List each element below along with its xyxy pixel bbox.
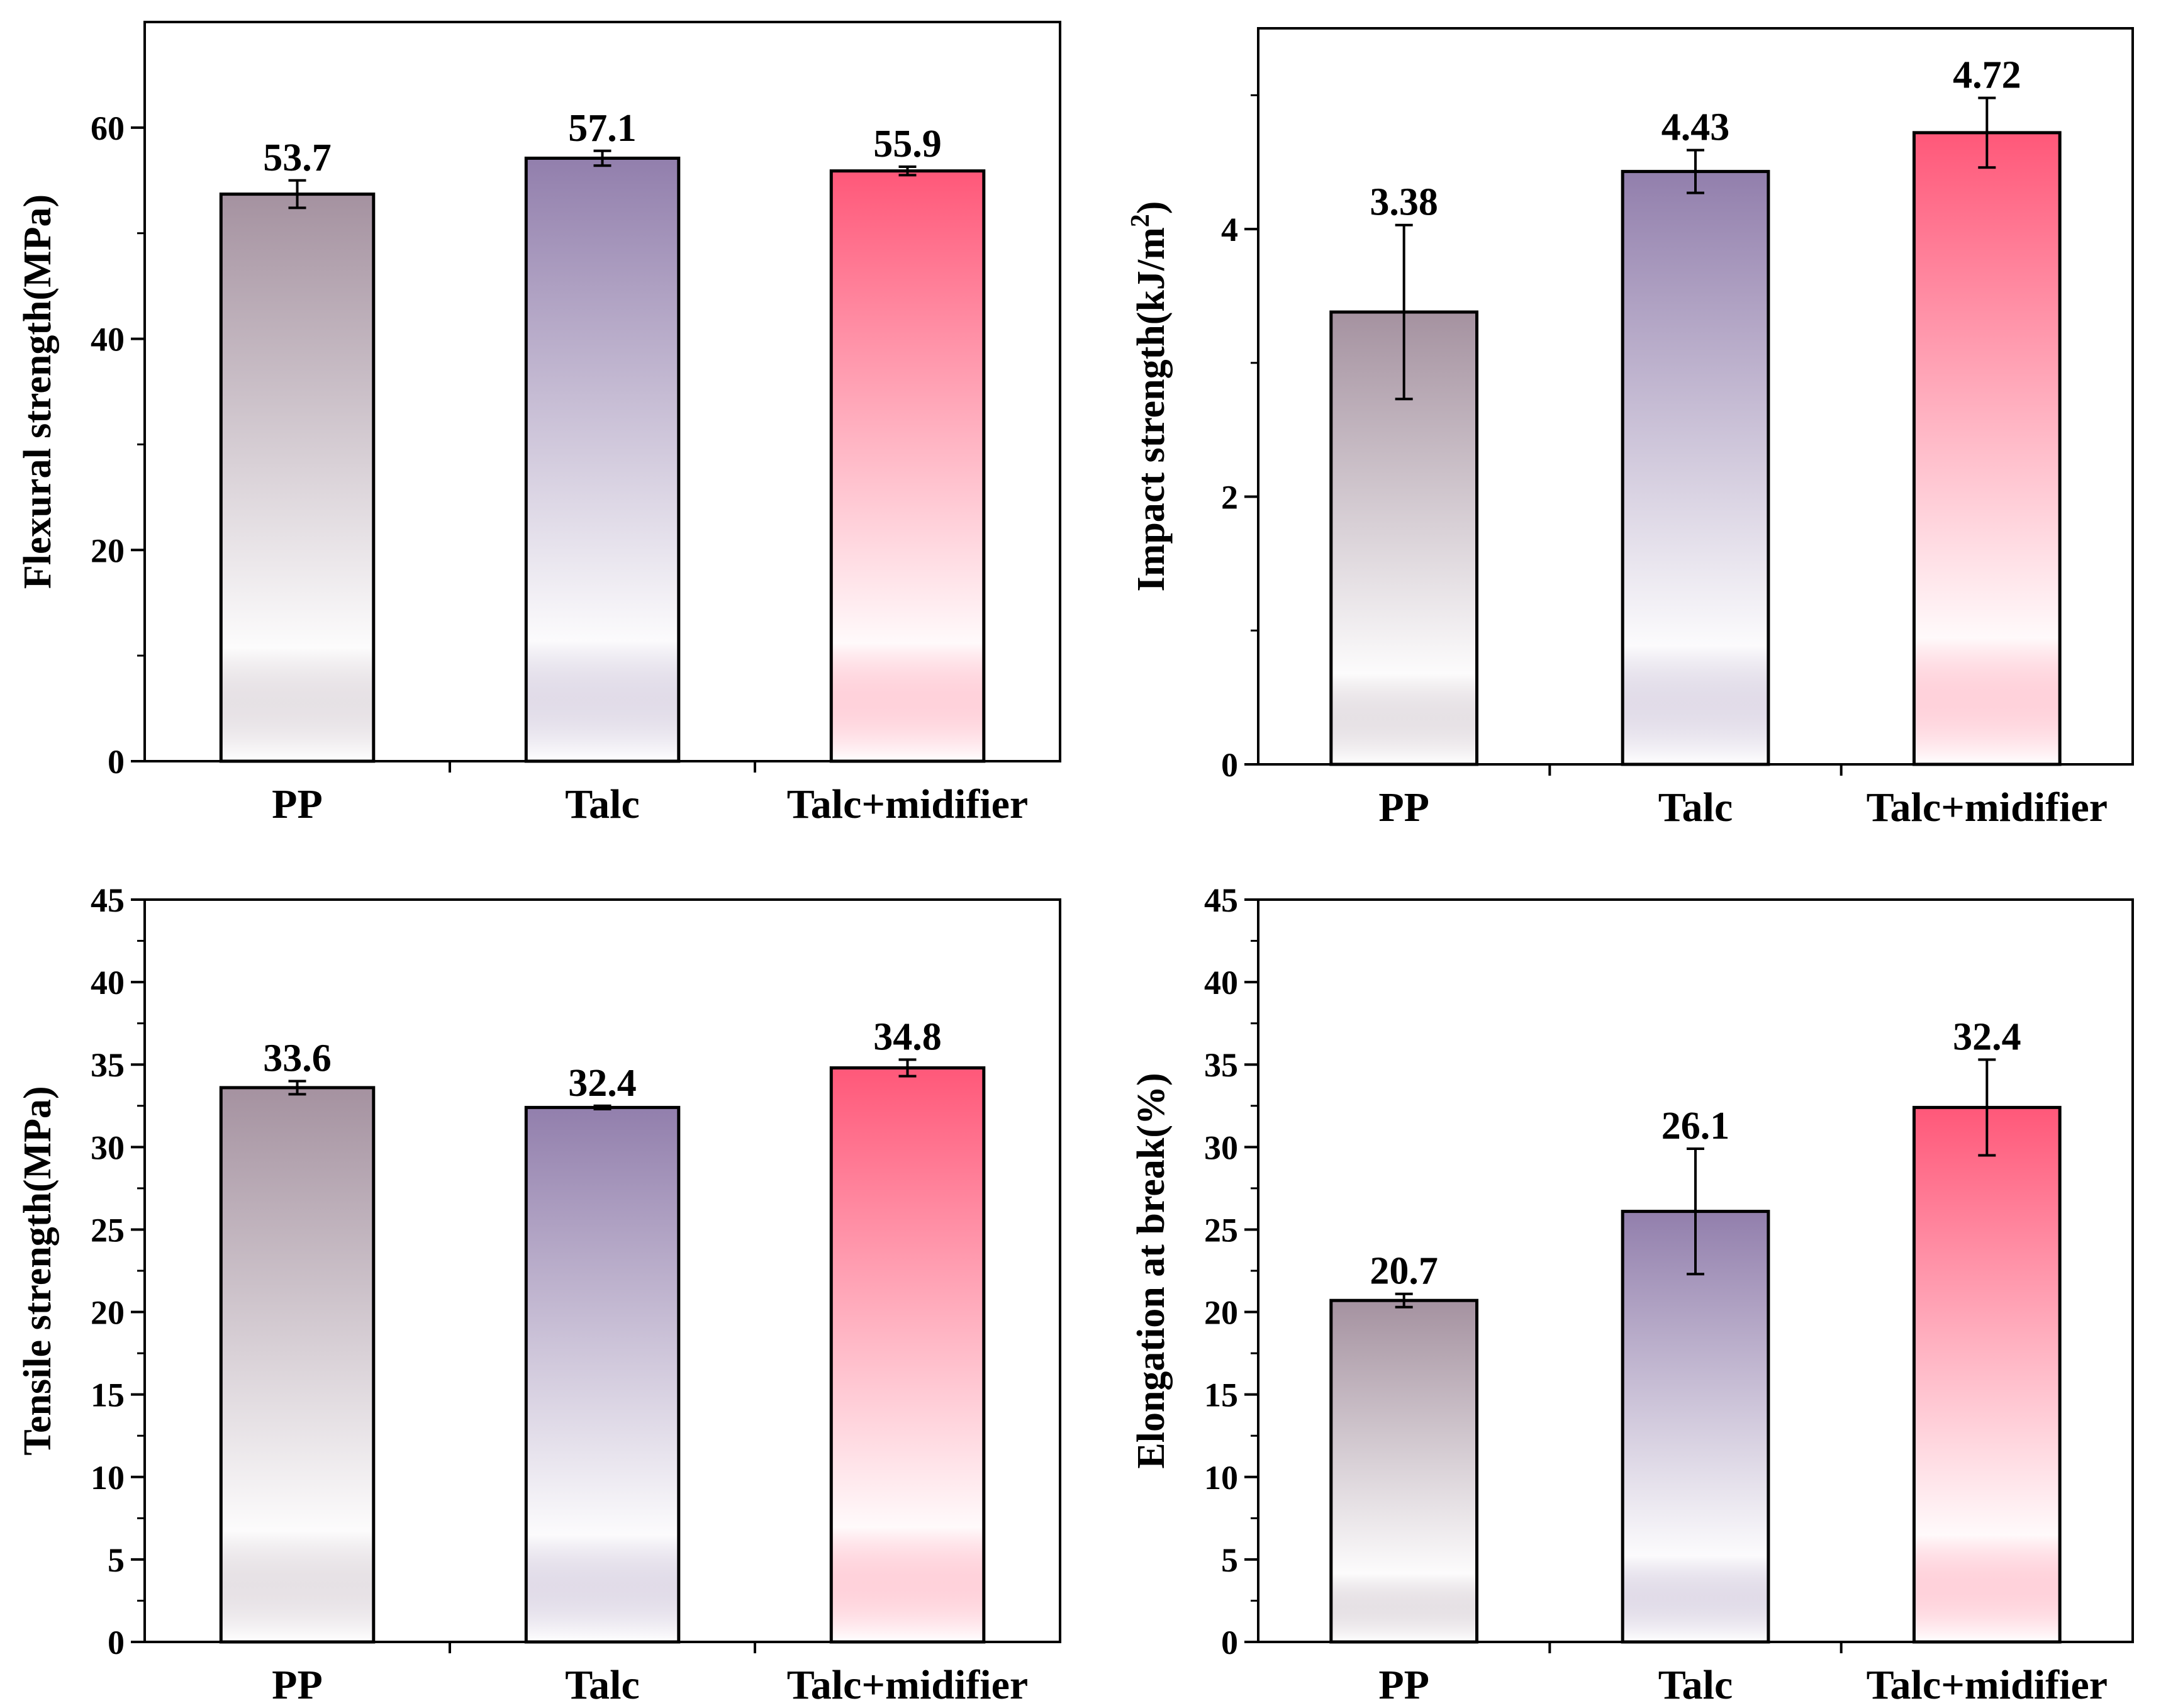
y-axis-title: Elongation at break(%) — [1130, 1073, 1173, 1468]
y-tick-label: 4 — [1221, 211, 1238, 248]
chart-panel-tensile: 33.6 PP 32.4 Talc 34.8 Talc+midifier 0 5 10 15 20 2… — [16, 881, 1061, 1708]
bar-talc-midifier — [829, 169, 986, 763]
data-label: 57.1 — [568, 107, 637, 150]
error-bar — [1395, 223, 1413, 401]
y-tick-label: 40 — [91, 964, 125, 1002]
y-tick-label: 60 — [91, 109, 125, 147]
y-tick-label: 35 — [1204, 1046, 1238, 1084]
y-tick-label: 20 — [1204, 1294, 1238, 1332]
chart-panel-flexural: 53.7 PP 57.1 Talc 55.9 Talc+midifier 0 20 40 60 Fl… — [16, 21, 1061, 827]
x-tick-label: Talc — [565, 1662, 640, 1708]
x-tick-label: Talc+midifier — [787, 1662, 1028, 1708]
x-tick-label: Talc+midifier — [1867, 784, 2108, 830]
data-label: 4.72 — [1953, 54, 2021, 97]
bar-talc — [1621, 170, 1770, 766]
error-bar — [593, 149, 611, 167]
bar-talc — [524, 157, 681, 763]
y-tick-label: 40 — [1204, 964, 1238, 1002]
y-tick-label: 5 — [1221, 1541, 1238, 1579]
data-label: 33.6 — [263, 1037, 332, 1080]
error-bar — [1395, 1292, 1413, 1309]
x-tick-label: Talc+midifier — [787, 781, 1028, 827]
y-axis-title: Flexural strength(MPa) — [16, 194, 59, 589]
y-tick-label: 10 — [1204, 1459, 1238, 1497]
y-tick-label: 25 — [91, 1211, 125, 1249]
y-tick-label: 45 — [1204, 881, 1238, 919]
x-tick-label: Talc — [565, 781, 640, 827]
error-bar — [898, 1058, 917, 1078]
bar-pp — [219, 1086, 376, 1644]
y-tick-label: 2 — [1221, 479, 1238, 516]
y-tick-label: 25 — [1204, 1211, 1238, 1249]
bar-pp — [219, 193, 376, 763]
data-label: 4.43 — [1661, 106, 1730, 149]
y-tick-label: 15 — [91, 1376, 125, 1414]
data-label: 3.38 — [1370, 181, 1438, 224]
data-label: 20.7 — [1370, 1250, 1438, 1293]
chart-panel-elongation: 20.7 PP 26.1 Talc 32.4 Talc+midifier 0 5 10 15 20 2… — [1130, 881, 2134, 1708]
x-tick-label: PP — [1378, 1662, 1429, 1708]
y-tick-label: 30 — [1204, 1129, 1238, 1166]
chart-panel-impact: 3.38 PP 4.43 Talc 4.72 Talc+midifier 0 2 4 Impact… — [1126, 27, 2134, 830]
error-bar — [288, 1080, 306, 1096]
error-bar — [1978, 96, 1996, 169]
y-tick-label: 45 — [91, 881, 125, 919]
y-tick-label: 0 — [1221, 1624, 1238, 1661]
plot-frame — [1257, 27, 2134, 766]
x-tick-label: Talc+midifier — [1867, 1662, 2108, 1708]
y-tick-label: 5 — [108, 1541, 125, 1579]
y-axis-title: Tensile strength(MPa) — [16, 1086, 59, 1455]
y-tick-label: 30 — [91, 1129, 125, 1166]
bar-talc-midifier — [1913, 131, 2062, 766]
data-label: 32.4 — [568, 1062, 637, 1105]
x-tick-label: PP — [272, 1662, 323, 1708]
y-tick-label: 20 — [91, 1294, 125, 1332]
error-bar — [1687, 1147, 1704, 1276]
error-bar — [593, 1104, 611, 1111]
y-tick-label: 10 — [91, 1459, 125, 1497]
x-tick-label: PP — [272, 781, 323, 827]
plot-frame — [143, 21, 1061, 762]
y-tick-label: 0 — [108, 1624, 125, 1661]
y-tick-label: 0 — [1221, 746, 1238, 784]
bar-talc — [524, 1105, 681, 1644]
error-bar — [1978, 1058, 1996, 1157]
x-tick-label: PP — [1378, 784, 1429, 830]
error-bar — [898, 165, 917, 177]
y-tick-label: 0 — [108, 743, 125, 781]
data-label: 34.8 — [873, 1015, 942, 1058]
y-tick-label: 40 — [91, 321, 125, 359]
y-tick-label: 35 — [91, 1046, 125, 1084]
x-tick-label: Talc — [1658, 1662, 1733, 1708]
data-label: 26.1 — [1661, 1105, 1730, 1147]
data-label: 53.7 — [263, 137, 332, 179]
y-tick-label: 20 — [91, 532, 125, 569]
bar-talc-midifier — [1913, 1105, 2062, 1644]
error-bar — [288, 179, 306, 209]
data-label: 55.9 — [873, 123, 942, 165]
y-axis-title: Impact strength(kJ/m2) — [1126, 201, 1173, 592]
error-bar — [1687, 148, 1704, 194]
data-label: 32.4 — [1953, 1015, 2021, 1058]
y-tick-label: 15 — [1204, 1376, 1238, 1414]
x-tick-label: Talc — [1658, 784, 1733, 830]
bar-talc — [1621, 1210, 1770, 1644]
bar-talc-midifier — [829, 1066, 986, 1644]
bar-pp — [1329, 1298, 1479, 1644]
